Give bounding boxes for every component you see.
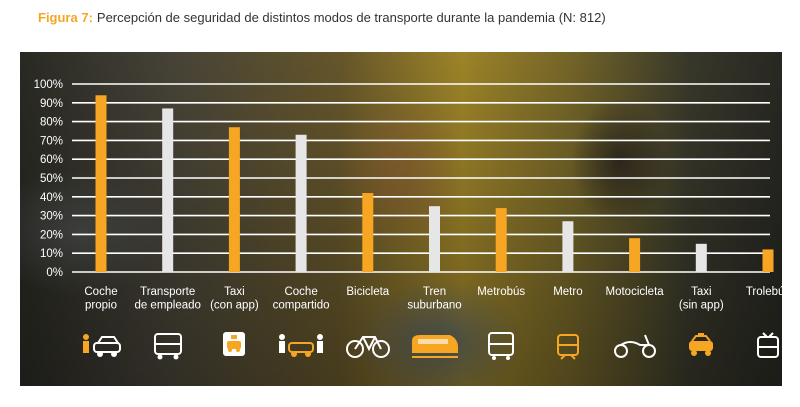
x-tick-label: Taxi xyxy=(691,286,711,298)
x-tick-label: Coche xyxy=(84,286,117,298)
y-tick-label: 40% xyxy=(40,192,63,204)
y-tick-label: 60% xyxy=(40,154,63,166)
figure-number: Figura 7: xyxy=(38,10,93,25)
bar xyxy=(562,221,574,272)
x-tick-label: (con app) xyxy=(210,300,259,312)
y-tick-label: 70% xyxy=(40,135,63,147)
x-tick-label: Motocicleta xyxy=(606,286,665,298)
bar xyxy=(629,238,641,272)
x-tick-label: Coche xyxy=(284,286,317,298)
x-tick-label: propio xyxy=(85,300,117,312)
y-tick-label: 90% xyxy=(40,98,63,110)
bar xyxy=(95,95,107,272)
x-tick-label: suburbano xyxy=(407,300,461,312)
x-tick-label: Taxi xyxy=(224,286,244,298)
x-tick-label: Bicicleta xyxy=(346,286,389,298)
x-tick-label: Transporte xyxy=(140,286,195,298)
bar xyxy=(295,134,307,272)
x-tick-label: Metrobús xyxy=(477,286,525,298)
x-tick-label: Trolebús xyxy=(746,286,791,298)
bar xyxy=(695,243,707,272)
bar xyxy=(362,193,374,272)
x-tick-label: (sin app) xyxy=(679,300,724,312)
y-tick-label: 0% xyxy=(46,267,63,279)
bar xyxy=(429,206,440,272)
figure-title-text: Percepción de seguridad de distintos mod… xyxy=(96,10,606,25)
y-tick-label: 10% xyxy=(40,248,63,260)
y-tick-label: 100% xyxy=(34,79,63,91)
bar xyxy=(495,208,507,272)
y-tick-label: 30% xyxy=(40,211,63,223)
chart-background-photo xyxy=(20,52,782,386)
bar xyxy=(762,249,774,272)
bar xyxy=(228,127,240,273)
bar xyxy=(162,108,174,272)
figure-title: Figura 7: Percepción de seguridad de dist… xyxy=(38,10,606,25)
y-tick-label: 20% xyxy=(40,229,63,241)
x-tick-label: Tren xyxy=(423,286,446,298)
y-tick-label: 80% xyxy=(40,117,63,129)
x-tick-label: Metro xyxy=(553,286,582,298)
x-tick-label: de empleado xyxy=(134,300,201,312)
y-tick-label: 50% xyxy=(40,173,63,185)
x-tick-label: compartido xyxy=(273,300,330,312)
